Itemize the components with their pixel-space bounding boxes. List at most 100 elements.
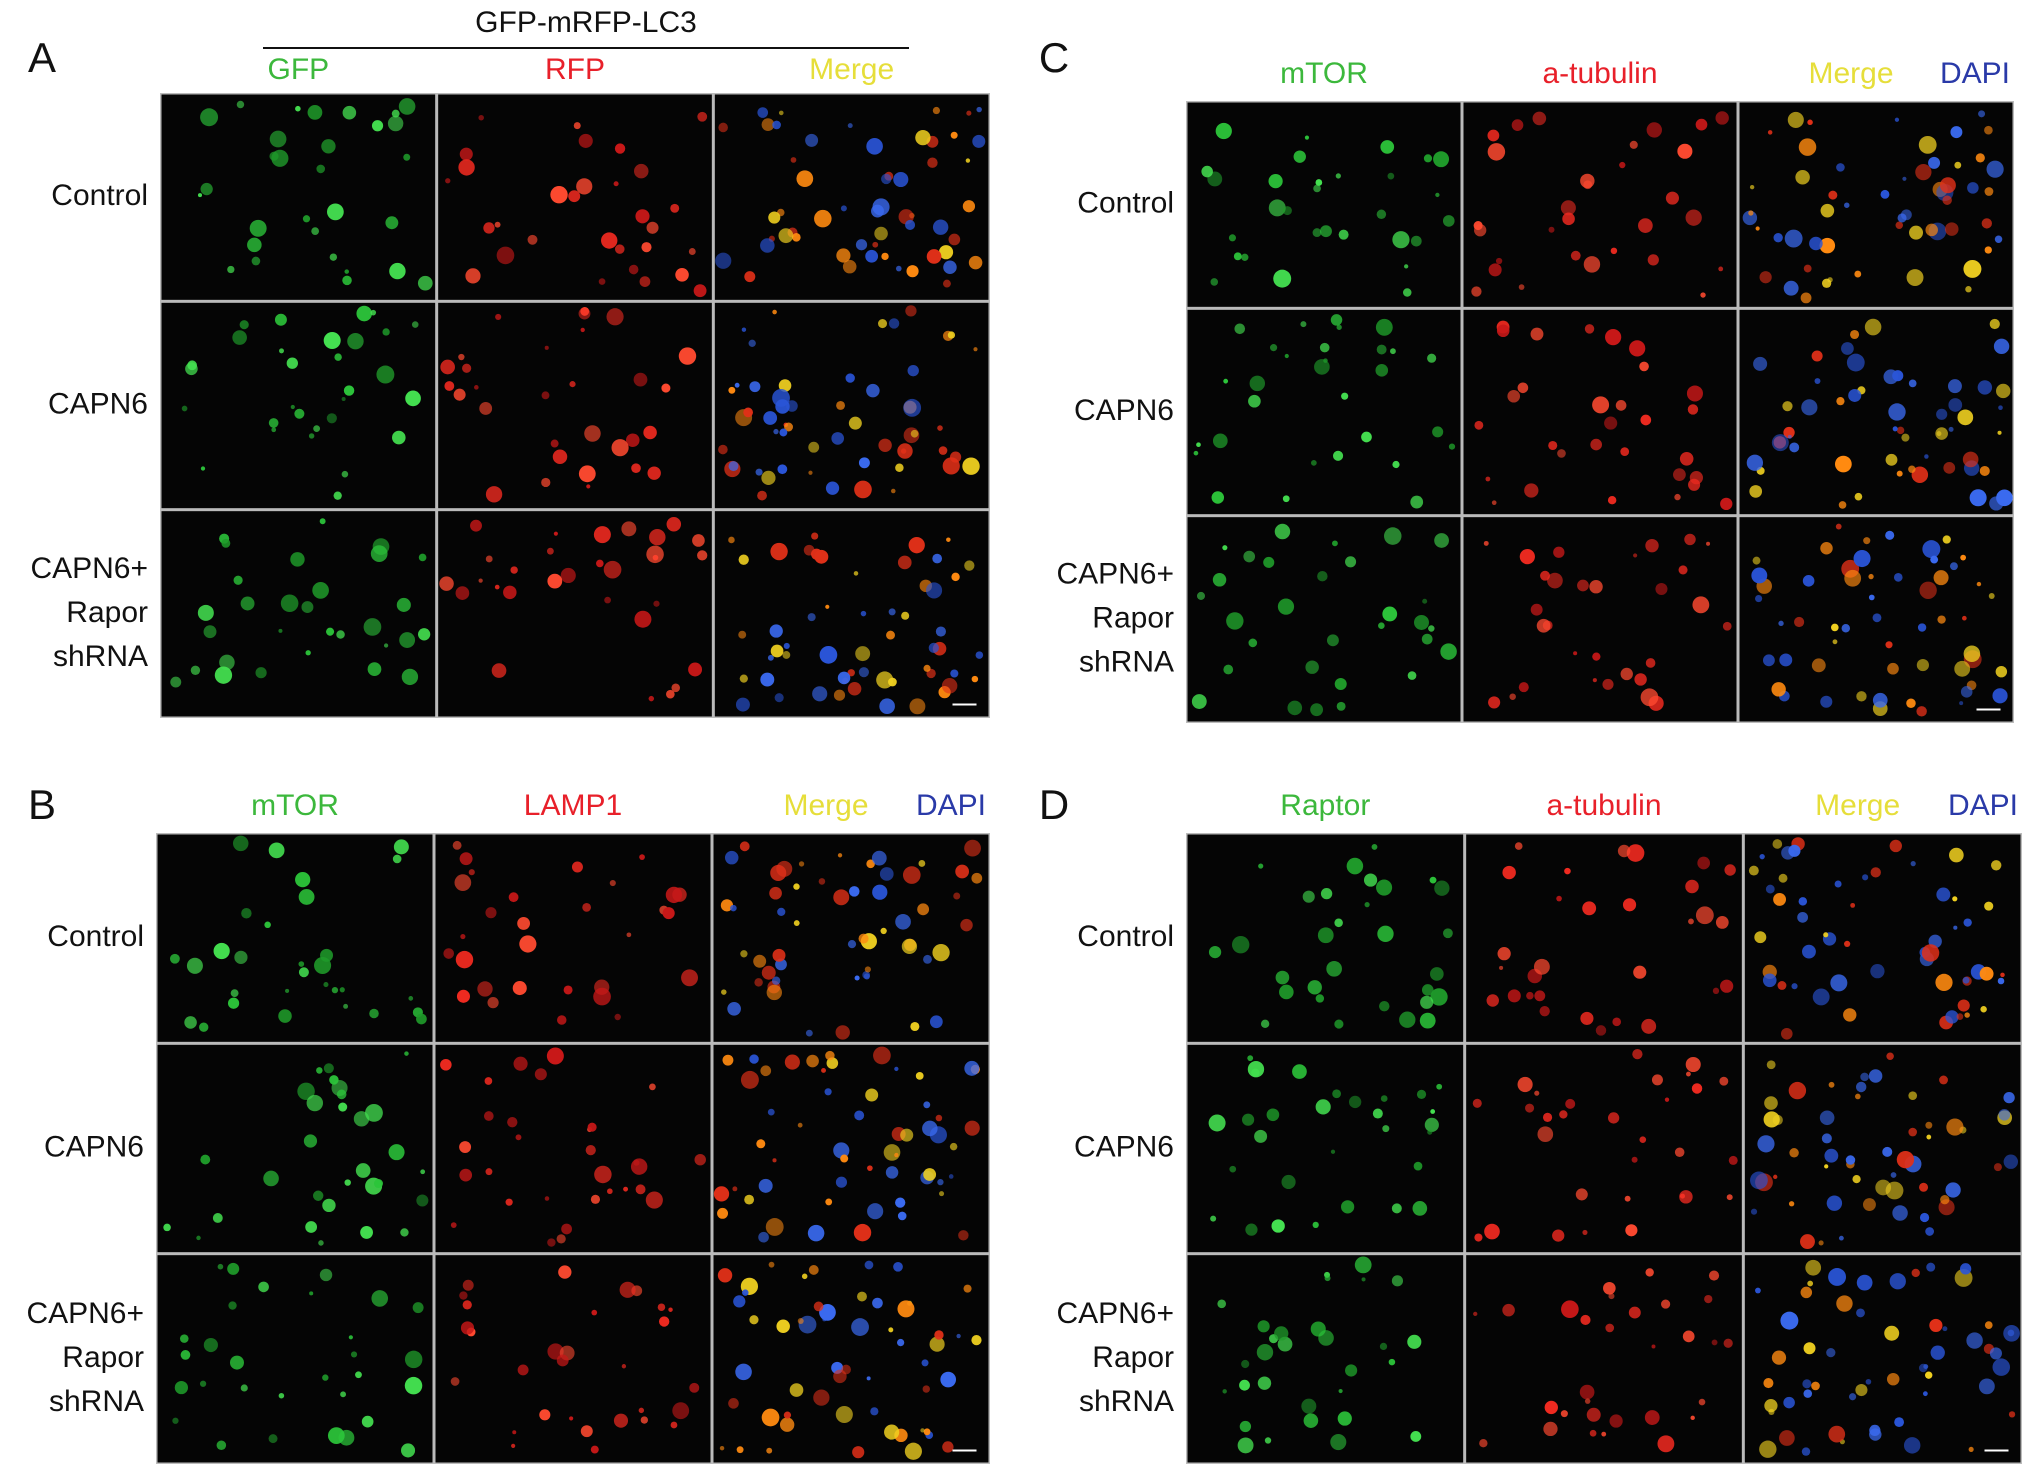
cell <box>1759 271 1772 284</box>
cell <box>928 642 939 654</box>
cell <box>1665 191 1679 205</box>
cell <box>456 989 470 1003</box>
cell <box>713 1186 730 1202</box>
cell <box>416 1013 427 1025</box>
cell <box>833 889 850 906</box>
cell <box>888 1327 894 1333</box>
cell <box>845 373 855 383</box>
cell <box>935 1114 943 1122</box>
cell <box>1580 173 1595 189</box>
micrograph <box>714 511 989 717</box>
cell <box>170 676 182 688</box>
cell <box>1629 340 1646 357</box>
cell <box>1811 658 1826 673</box>
cell <box>1925 1227 1934 1236</box>
cell <box>1488 263 1502 277</box>
cell <box>556 1354 569 1367</box>
cell <box>298 961 305 967</box>
cell <box>440 359 455 375</box>
cell <box>907 364 919 377</box>
cell <box>1750 1171 1768 1190</box>
cell <box>412 1302 424 1314</box>
column-label: a-tubulin <box>1542 57 1657 90</box>
cell <box>915 1071 924 1080</box>
cell <box>878 438 892 452</box>
cell <box>1944 222 1959 236</box>
cell <box>1565 1098 1576 1109</box>
cell <box>470 519 482 532</box>
cell <box>1820 542 1833 555</box>
cell <box>1959 701 1964 706</box>
cell <box>881 173 892 185</box>
cell <box>1954 161 1962 169</box>
micrograph-background <box>1466 1044 1742 1253</box>
cell <box>234 950 248 964</box>
cell <box>474 385 479 390</box>
cell <box>1229 1165 1237 1173</box>
cell <box>1324 1275 1331 1282</box>
cell <box>1984 125 1993 135</box>
cell <box>1980 1006 1987 1013</box>
cell <box>757 107 769 118</box>
micrograph <box>1739 309 2013 515</box>
cell <box>546 547 554 555</box>
cell <box>1228 234 1237 242</box>
cell <box>1655 582 1668 596</box>
cell <box>849 886 860 897</box>
cell <box>1346 857 1364 875</box>
cell <box>639 854 645 861</box>
cell <box>761 470 776 485</box>
cell <box>824 1088 832 1096</box>
cell <box>1287 700 1303 716</box>
cell <box>1404 264 1409 269</box>
cell <box>734 382 740 388</box>
cell <box>797 1122 803 1128</box>
cell <box>280 594 299 613</box>
cell <box>1484 1223 1500 1240</box>
cell <box>619 1281 636 1298</box>
cell <box>1860 1072 1869 1082</box>
cell <box>719 1445 725 1451</box>
cell <box>1802 575 1815 587</box>
cell <box>956 1333 961 1339</box>
cell <box>812 686 828 702</box>
cell <box>363 618 382 636</box>
cell <box>966 110 972 116</box>
cell <box>1372 1108 1383 1119</box>
cell <box>1856 1308 1865 1318</box>
micrograph-background <box>713 834 989 1042</box>
cell <box>862 971 871 979</box>
cell <box>1918 1363 1928 1373</box>
cell <box>1925 223 1938 237</box>
cell <box>866 383 880 398</box>
cell <box>1782 401 1793 412</box>
cell <box>197 193 203 198</box>
cell <box>778 228 794 244</box>
cell <box>1310 703 1324 717</box>
cell <box>340 1391 347 1398</box>
cell <box>485 555 493 563</box>
cell <box>1695 118 1708 131</box>
cell <box>1582 1229 1588 1235</box>
cell <box>510 566 518 574</box>
column-label: a-tubulin <box>1546 789 1661 822</box>
cell <box>853 571 859 576</box>
cell <box>1965 286 1972 293</box>
cell <box>1682 1330 1695 1343</box>
micrograph <box>1463 309 1737 515</box>
cell <box>964 839 981 857</box>
cell <box>1239 1420 1252 1433</box>
cell <box>1547 572 1563 589</box>
cell <box>239 320 249 330</box>
cell <box>1854 270 1862 278</box>
cell <box>213 942 230 960</box>
cell <box>717 1207 729 1219</box>
cell <box>478 578 483 583</box>
cell <box>1407 1334 1422 1349</box>
cell <box>1996 383 2011 399</box>
cell <box>336 630 345 639</box>
cell <box>370 309 377 316</box>
cell <box>229 1355 244 1370</box>
cell <box>1376 344 1387 355</box>
cell <box>271 427 277 433</box>
